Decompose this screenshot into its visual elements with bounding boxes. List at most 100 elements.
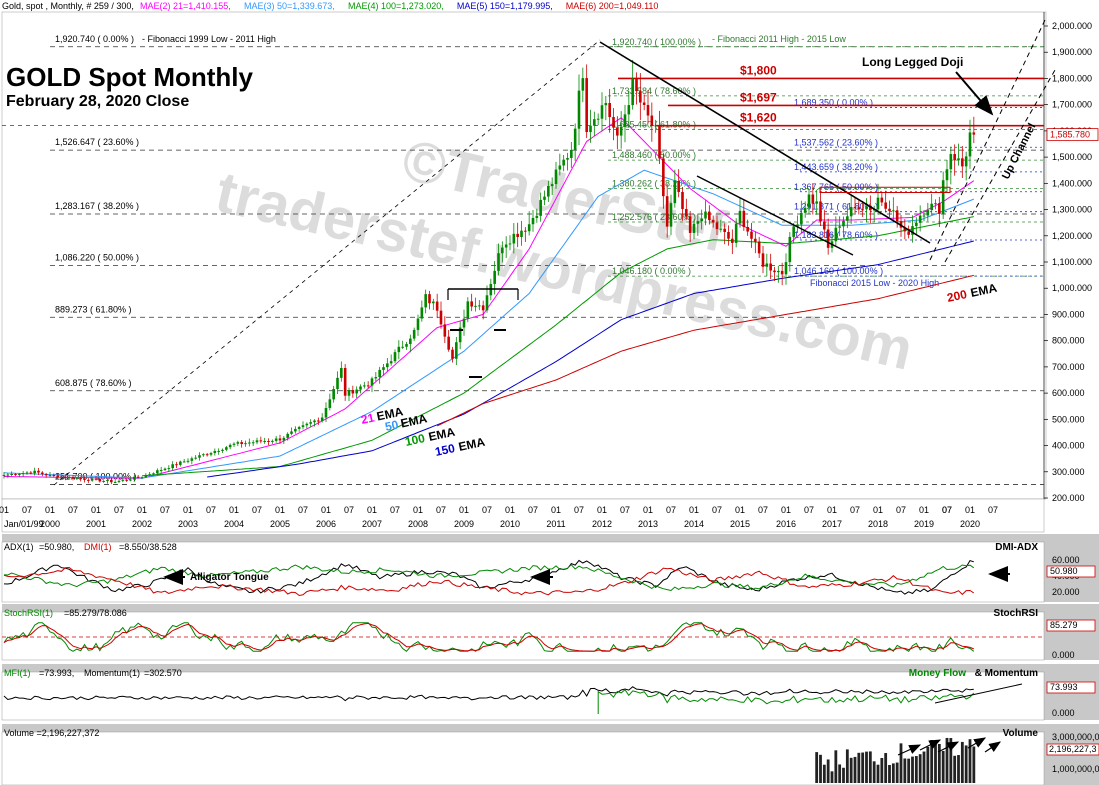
panel-legend-item: MFI(1)	[4, 668, 31, 678]
x-month-tick: 01	[0, 505, 9, 515]
candle-body	[811, 194, 815, 204]
x-month-tick: 01	[919, 505, 929, 515]
candle-body	[968, 132, 972, 157]
volume-arrow	[937, 741, 960, 753]
y-tick-label: 1,000.000	[1052, 283, 1092, 293]
candle-body	[194, 457, 197, 459]
mfi-title-b: & Momentum	[975, 668, 1038, 679]
candle-body	[612, 117, 615, 128]
chart-title: GOLD Spot Monthly	[6, 62, 254, 92]
volume-bar	[826, 759, 830, 783]
volume-bar	[918, 754, 922, 783]
candle-body	[297, 427, 301, 429]
candle-body	[71, 477, 75, 479]
momentum-line	[3, 686, 974, 702]
candle-body	[236, 442, 240, 444]
volume-bar	[865, 751, 868, 783]
candle-body	[926, 210, 930, 216]
candle-body	[79, 478, 82, 480]
candle-body	[631, 78, 634, 106]
volume-bar	[960, 741, 964, 783]
candle-body	[305, 423, 309, 426]
mfi-tick: 0.000	[1052, 708, 1075, 718]
x-month-tick: 01	[781, 505, 791, 515]
volume-pane	[1, 731, 1045, 785]
candle-body	[646, 104, 650, 116]
volume-arrow	[897, 744, 922, 756]
candle-body	[443, 324, 447, 337]
candle-body	[140, 477, 144, 479]
candle-body	[573, 128, 577, 150]
fib-2011-label: 1,605.450 ( 61.80% )	[612, 119, 696, 129]
candle-body	[439, 310, 443, 325]
x-year-label: 2002	[132, 519, 152, 529]
candle-body	[18, 474, 21, 476]
candle-body	[397, 346, 401, 353]
candle-body	[508, 243, 512, 245]
downtrend-line-1	[599, 41, 931, 244]
candle-body	[570, 149, 573, 158]
x-month-tick: 07	[758, 505, 768, 515]
ma-legend-item: MAE(5) 150=1,179.995,	[457, 1, 553, 11]
chart-subtitle: February 28, 2020 Close	[6, 93, 189, 110]
candle-body	[286, 433, 289, 438]
y-tick-label: 300.000	[1052, 467, 1085, 477]
panel-legend-item: =8.550/38.528	[119, 542, 177, 552]
candle-body	[29, 472, 33, 474]
candle-body	[167, 468, 171, 470]
candle-body	[497, 253, 500, 271]
candle-body	[596, 118, 600, 120]
candle-body	[654, 125, 657, 127]
candle-body	[704, 211, 707, 219]
candle-body	[412, 329, 416, 339]
candle-body	[685, 209, 688, 217]
candle-body	[290, 431, 293, 434]
candle-body	[895, 210, 899, 222]
candle-body	[911, 226, 914, 235]
ema-label-suffix: EMA	[427, 425, 456, 444]
y-tick-label: 900.000	[1052, 309, 1085, 319]
candle-body	[386, 363, 389, 368]
candle-body	[604, 102, 608, 106]
indicator-panels: ADX(1) =50.980, DMI(1) =8.550/38.528 DMI-ADX…	[1, 534, 1099, 785]
candle-body	[198, 455, 201, 458]
candle-body	[156, 470, 159, 474]
candle-body	[136, 476, 140, 478]
ema-label-suffix: EMA	[457, 435, 486, 454]
x-month-tick: 07	[620, 505, 630, 515]
mfi-title-a: Money Flow	[909, 668, 966, 679]
stochrsi-title: StochRSI	[994, 608, 1039, 619]
y-tick-label: 1,200.000	[1052, 231, 1092, 241]
volume-bar	[937, 743, 941, 783]
candle-body	[585, 78, 588, 133]
x-month-tick: 01	[229, 505, 239, 515]
x-month-tick: 07	[666, 505, 676, 515]
candle-body	[328, 399, 332, 408]
candle-body	[566, 157, 569, 160]
fib-2015-label: 1,046.160 ( 100.00% )	[794, 266, 883, 276]
fib-1999-label: 1,526.647 ( 23.60% )	[55, 137, 139, 147]
candle-body	[589, 125, 592, 133]
candle-body	[401, 346, 404, 348]
candle-body	[94, 478, 98, 480]
candle-body	[892, 210, 895, 212]
candle-body	[221, 449, 224, 451]
candle-body	[543, 196, 546, 200]
candlesticks	[2, 59, 976, 485]
volume-bar	[872, 761, 876, 783]
panel-legend-item: =302.570	[144, 668, 182, 678]
ema-line	[436, 274, 974, 427]
x-month-tick: 07	[298, 505, 308, 515]
x-month-tick: 01	[137, 505, 147, 515]
y-tick-label: 1,400.000	[1052, 178, 1092, 188]
panel-legend-item: ADX(1)	[4, 542, 34, 552]
candle-body	[934, 203, 937, 205]
volume-bar	[838, 764, 842, 783]
price-x-axis: 01 07 01 07 01 07 01 07 01 07 01 07 01 07 01 07 01 07 01 07…	[0, 498, 1045, 533]
candle-body	[696, 221, 700, 224]
candle-body	[458, 327, 462, 343]
candle-body	[117, 480, 121, 482]
volume-bar	[930, 740, 934, 783]
x-month-tick: 01	[827, 505, 837, 515]
ma-legend-item: MAE(2) 21=1,410.155,	[140, 1, 231, 11]
